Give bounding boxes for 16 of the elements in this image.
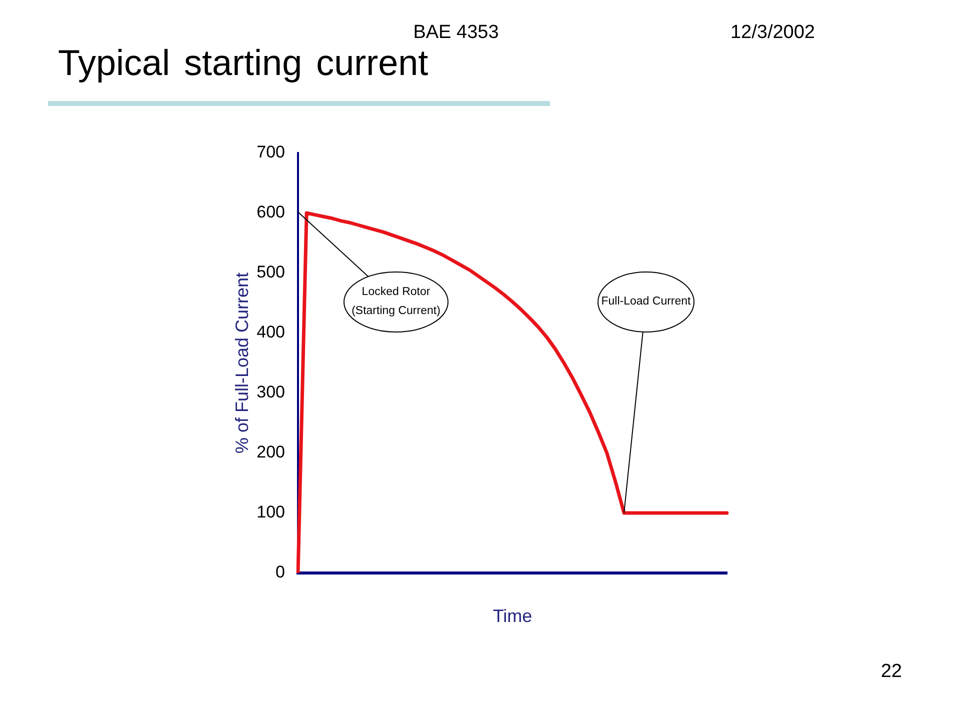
chart-title: Typical starting current [58, 42, 428, 83]
y-tick-label: 700 [256, 142, 285, 162]
y-tick-label: 600 [256, 202, 285, 222]
annotation: Full-Load Current [601, 294, 691, 310]
y-axis-title: % of Full-Load Current [232, 272, 252, 454]
text: BAE 4353 [413, 22, 499, 42]
text: 12/3/2002 [730, 22, 815, 42]
annotation: Locked Rotor (Starting Current) [352, 285, 440, 319]
y-tick-label: 0 [276, 562, 285, 582]
y-tick-label: 500 [256, 262, 285, 282]
y-tick-label: 400 [256, 322, 285, 342]
text: 22 [880, 660, 902, 682]
y-tick-label: 100 [256, 502, 285, 522]
y-tick-label: 300 [256, 382, 285, 402]
y-tick-label: 200 [256, 442, 285, 462]
x-axis-title: Time [492, 606, 532, 626]
